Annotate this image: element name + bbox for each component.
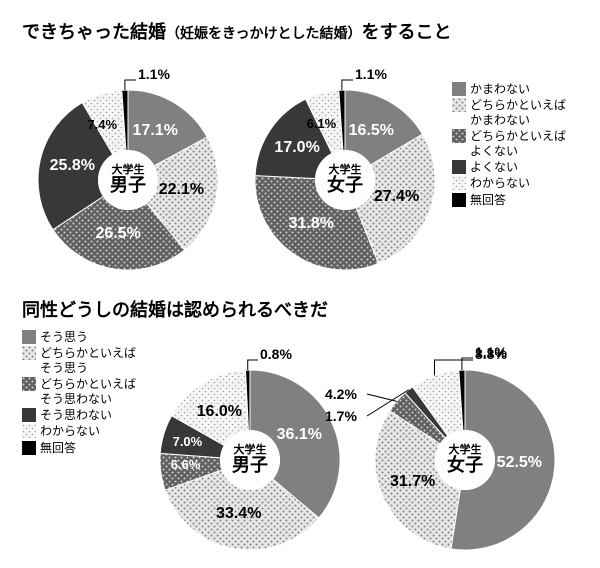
slice-label: 6.6% [171,457,201,472]
slice-label: 52.5% [497,454,542,472]
slice-label: 1.1% [475,344,507,360]
slice-label: 16.0% [197,403,242,421]
legend-label: どちらかといえば そう思う [40,346,136,375]
pie-center-label: 大学生女子 [435,430,495,490]
slice-label: 36.1% [277,426,322,444]
section2-legend: そう思うどちらかといえば そう思うどちらかといえば そう思わないそう思わないわか… [22,330,152,457]
slice-label: 7.0% [173,434,203,449]
slice-label: 1.7% [325,408,357,424]
legend-item: そう思わない [22,408,152,422]
slice-label: 33.4% [216,505,261,523]
slice-label: 31.8% [289,215,334,233]
section2-title: 同性どうしの結婚は認められるべきだ [22,296,328,322]
slice-label: 25.8% [50,157,95,175]
center-big: 女子 [327,176,363,196]
legend-label: そう思う [40,330,88,344]
slice-label: 7.4% [87,117,117,132]
center-big: 男子 [110,176,146,196]
legend-item: どちらかといえば そう思わない [22,377,152,406]
center-big: 女子 [447,456,483,476]
slice-label: 4.2% [325,386,357,402]
center-big: 男子 [232,456,268,476]
slice-label: 26.5% [95,225,140,243]
legend-label: どちらかといえば そう思わない [40,377,136,406]
legend-label: わからない [40,424,100,438]
slice-label: 27.4% [374,188,419,206]
slice-label: 6.1% [307,116,337,131]
slice-label: 1.1% [355,66,387,82]
pie-center-label: 大学生男子 [98,150,158,210]
slice-label: 17.1% [133,122,178,140]
slice-label: 0.8% [260,346,292,362]
legend-item: そう思う [22,330,152,344]
pie-center-label: 大学生男子 [220,430,280,490]
pie-center-label: 大学生女子 [315,150,375,210]
charts-svg [0,0,600,568]
legend-item: 無回答 [22,441,152,455]
legend-item: どちらかといえば そう思う [22,346,152,375]
slice-label: 16.5% [349,122,394,140]
slice-label: 22.1% [159,181,204,199]
slice-label: 17.0% [274,139,319,157]
legend-label: そう思わない [40,408,112,422]
slice-label: 31.7% [390,473,435,491]
slice-label: 1.1% [138,66,170,82]
legend-label: 無回答 [40,441,76,455]
legend-item: わからない [22,424,152,438]
